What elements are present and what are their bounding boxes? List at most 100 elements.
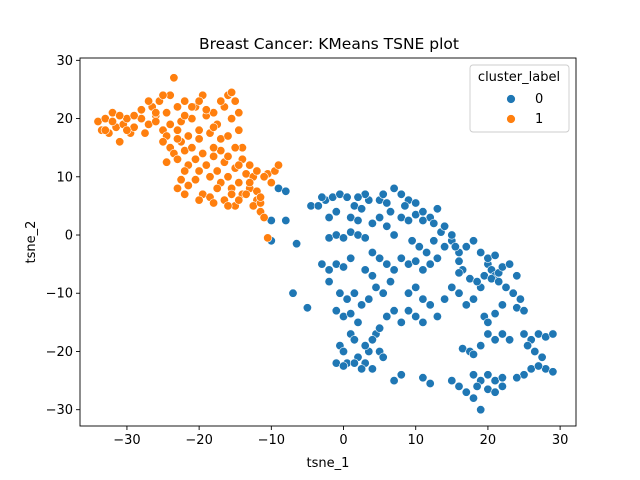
legend-label-0: 0 bbox=[535, 92, 543, 107]
data-point-cluster-0 bbox=[418, 373, 428, 383]
data-point-cluster-0 bbox=[512, 373, 522, 383]
data-point-cluster-1 bbox=[241, 189, 251, 199]
x-tick-label: 10 bbox=[407, 433, 424, 448]
data-point-cluster-0 bbox=[519, 329, 529, 339]
data-point-cluster-1 bbox=[108, 117, 118, 127]
data-point-cluster-0 bbox=[281, 186, 291, 196]
data-point-cluster-1 bbox=[136, 105, 146, 115]
data-point-cluster-0 bbox=[515, 294, 525, 304]
legend-box bbox=[469, 64, 570, 133]
data-point-cluster-1 bbox=[223, 151, 233, 161]
data-point-cluster-0 bbox=[418, 265, 428, 275]
data-point-cluster-0 bbox=[335, 288, 345, 298]
data-point-cluster-1 bbox=[201, 160, 211, 170]
data-point-cluster-1 bbox=[180, 96, 190, 106]
data-point-cluster-1 bbox=[209, 143, 219, 153]
data-point-cluster-0 bbox=[317, 192, 327, 202]
data-point-cluster-1 bbox=[212, 166, 222, 176]
data-point-cluster-0 bbox=[353, 216, 363, 226]
data-point-cluster-1 bbox=[227, 87, 237, 97]
x-tick-label: 20 bbox=[480, 433, 497, 448]
data-point-cluster-0 bbox=[396, 189, 406, 199]
data-point-cluster-0 bbox=[454, 381, 464, 391]
data-point-cluster-1 bbox=[162, 108, 172, 118]
data-point-cluster-0 bbox=[461, 387, 471, 397]
data-point-cluster-0 bbox=[346, 253, 356, 263]
data-point-cluster-0 bbox=[389, 376, 399, 386]
data-point-cluster-1 bbox=[234, 125, 244, 135]
data-point-cluster-0 bbox=[454, 288, 464, 298]
data-point-cluster-0 bbox=[454, 256, 464, 266]
x-tick-label: 0 bbox=[339, 433, 347, 448]
data-point-cluster-0 bbox=[432, 253, 442, 263]
data-point-cluster-0 bbox=[523, 341, 533, 351]
y-axis: −30 −20 −10 0 10 20 30 bbox=[46, 54, 80, 418]
data-point-cluster-1 bbox=[173, 154, 183, 164]
y-tick-label: 0 bbox=[65, 229, 73, 244]
data-point-cluster-0 bbox=[447, 376, 457, 386]
data-point-cluster-0 bbox=[537, 352, 547, 362]
data-point-cluster-0 bbox=[476, 405, 486, 415]
data-point-cluster-0 bbox=[367, 364, 377, 374]
data-point-cluster-1 bbox=[209, 198, 219, 208]
data-point-cluster-0 bbox=[324, 213, 334, 223]
data-point-cluster-1 bbox=[201, 105, 211, 115]
data-point-cluster-0 bbox=[483, 370, 493, 380]
data-point-cluster-1 bbox=[212, 183, 222, 193]
data-point-cluster-0 bbox=[346, 309, 356, 319]
data-point-cluster-0 bbox=[440, 242, 450, 252]
data-point-cluster-0 bbox=[292, 239, 302, 249]
y-tick-label: −20 bbox=[46, 345, 73, 360]
data-point-cluster-0 bbox=[468, 370, 478, 380]
legend-marker-0 bbox=[506, 94, 516, 104]
data-point-cluster-0 bbox=[382, 198, 392, 208]
data-point-cluster-0 bbox=[331, 207, 341, 217]
data-point-cluster-0 bbox=[501, 282, 511, 292]
data-point-cluster-0 bbox=[533, 361, 543, 371]
data-point-cluster-0 bbox=[389, 230, 399, 240]
data-point-cluster-0 bbox=[382, 221, 392, 231]
data-point-cluster-1 bbox=[158, 137, 168, 147]
legend: cluster_label 0 1 bbox=[469, 64, 570, 133]
data-point-cluster-1 bbox=[259, 172, 269, 182]
x-tick-label: −20 bbox=[185, 433, 212, 448]
legend-title: cluster_label bbox=[478, 70, 560, 85]
data-point-cluster-1 bbox=[194, 125, 204, 135]
data-point-cluster-0 bbox=[411, 311, 421, 321]
data-point-cluster-0 bbox=[476, 248, 486, 258]
plot-area bbox=[93, 73, 558, 415]
data-point-cluster-0 bbox=[418, 216, 428, 226]
data-point-cluster-1 bbox=[140, 128, 150, 138]
data-point-cluster-0 bbox=[371, 282, 381, 292]
data-point-cluster-1 bbox=[176, 175, 186, 185]
data-point-cluster-0 bbox=[403, 216, 413, 226]
data-point-cluster-0 bbox=[418, 294, 428, 304]
data-point-cluster-0 bbox=[403, 288, 413, 298]
data-point-cluster-0 bbox=[375, 213, 385, 223]
data-point-cluster-0 bbox=[349, 335, 359, 345]
data-point-cluster-0 bbox=[425, 300, 435, 310]
data-point-cluster-1 bbox=[173, 134, 183, 144]
legend-marker-1 bbox=[506, 114, 516, 124]
data-point-cluster-0 bbox=[407, 236, 417, 246]
data-point-cluster-0 bbox=[505, 259, 515, 269]
data-point-cluster-0 bbox=[483, 317, 493, 327]
data-point-cluster-1 bbox=[122, 125, 132, 135]
data-point-cluster-0 bbox=[490, 387, 500, 397]
data-point-cluster-1 bbox=[255, 192, 265, 202]
data-point-cluster-0 bbox=[367, 248, 377, 258]
data-point-cluster-0 bbox=[396, 370, 406, 380]
data-point-cluster-0 bbox=[454, 268, 464, 278]
data-point-cluster-1 bbox=[194, 195, 204, 205]
data-point-cluster-1 bbox=[151, 117, 161, 127]
data-point-cluster-0 bbox=[508, 288, 518, 298]
plot-frame bbox=[79, 57, 577, 427]
x-tick-label: 30 bbox=[552, 433, 569, 448]
data-point-cluster-1 bbox=[158, 90, 168, 100]
data-point-cluster-0 bbox=[490, 335, 500, 345]
data-point-cluster-0 bbox=[494, 277, 504, 287]
data-point-cluster-1 bbox=[198, 149, 208, 159]
data-point-cluster-1 bbox=[209, 151, 219, 161]
data-point-cluster-0 bbox=[349, 288, 359, 298]
